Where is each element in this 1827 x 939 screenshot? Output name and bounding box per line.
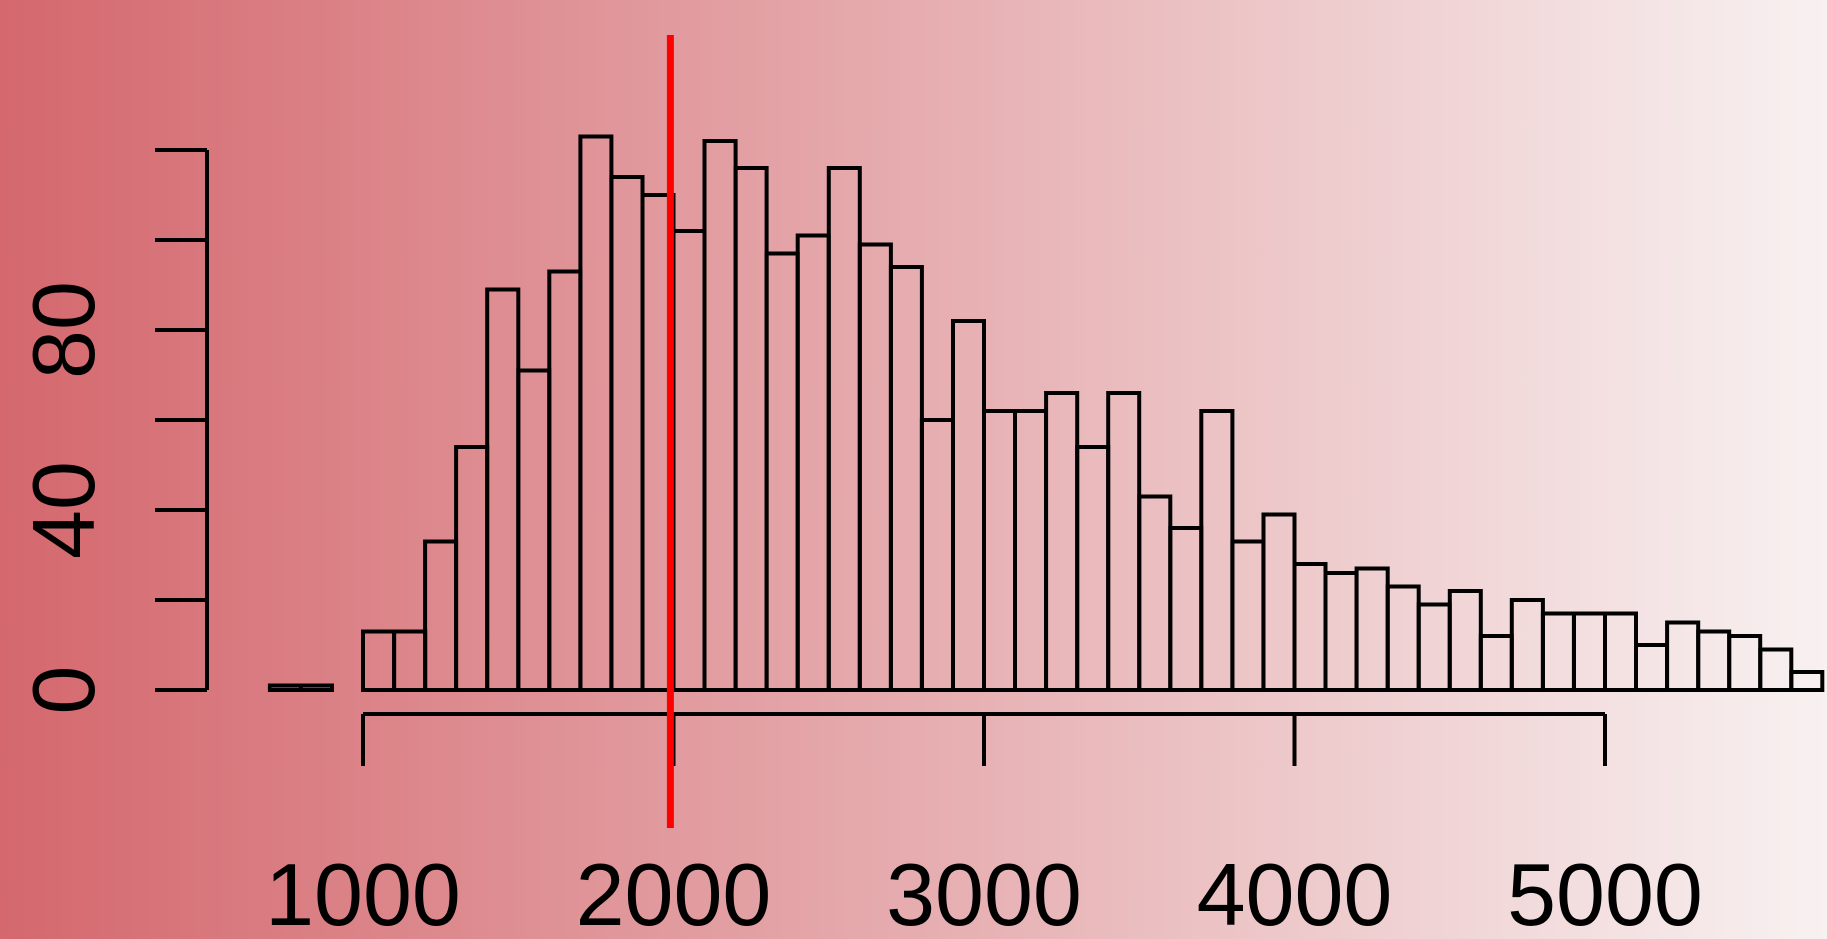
- x-axis: 1000 2000 3000 4000 5000: [265, 712, 1703, 939]
- x-tick-label: 3000: [886, 845, 1082, 939]
- x-tick-label: 1000: [265, 845, 461, 939]
- x-tick-label: 2000: [576, 845, 772, 939]
- y-axis: 0 40 80: [14, 148, 209, 715]
- x-tick-label: 5000: [1507, 845, 1703, 939]
- x-tick-label: 4000: [1197, 845, 1393, 939]
- bars-group: [267, 134, 1825, 692]
- y-tick-label: 40: [14, 461, 113, 559]
- histogram-bar: [1789, 670, 1825, 692]
- y-tick-label: 0: [14, 666, 113, 715]
- y-tick-label: 80: [14, 281, 113, 379]
- histogram-bar: [1758, 647, 1794, 692]
- histogram-bar: [298, 683, 334, 692]
